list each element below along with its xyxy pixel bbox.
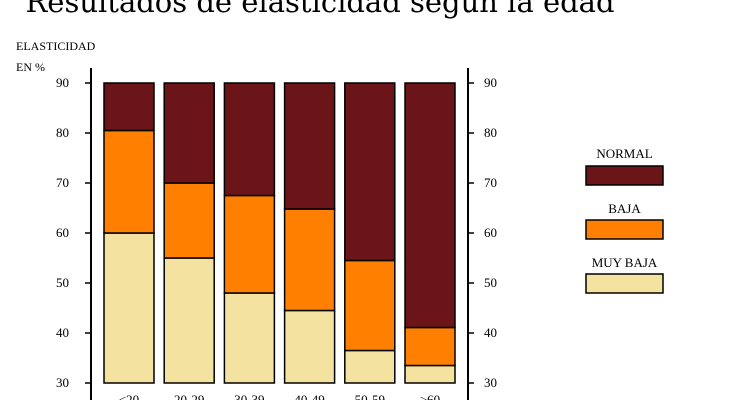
bar-normal (344, 82, 396, 262)
legend-swatch (585, 273, 664, 294)
bar-baja (103, 129, 155, 234)
y-tick-label-left: 30 (56, 375, 69, 390)
bar-baja (404, 326, 456, 367)
y-tick-label-left: 70 (56, 175, 69, 190)
legend-swatch (585, 165, 664, 186)
y-axis-label-line2: EN % (16, 60, 45, 74)
axes: 30 30 40 40 50 50 60 60 70 70 80 80 90 90 (56, 68, 497, 400)
legend-swatch (585, 219, 664, 240)
legend-label: NORMAL (596, 146, 652, 161)
legend: NORMAL BAJA MUY BAJA (585, 146, 664, 294)
y-tick-label-right: 60 (484, 225, 497, 240)
x-tick-label: 50-59 (355, 392, 385, 400)
y-tick-label-right: 70 (484, 175, 497, 190)
bar-muy-baja (163, 257, 215, 384)
y-tick-label-right: 40 (484, 325, 497, 340)
bar-muy-baja (404, 364, 456, 384)
bar-normal (103, 82, 155, 132)
y-tick-label-left: 40 (56, 325, 69, 340)
bar-baja (283, 208, 336, 312)
chart-title: Resultados de elasticidad según la edad (25, 0, 614, 19)
bar-muy-baja (223, 292, 276, 384)
bars: <20 20-29 30-39 40-49 50-59 >60 (103, 82, 456, 400)
bar-baja (223, 194, 276, 294)
bar-baja (344, 259, 396, 352)
y-tick-label-left: 50 (56, 275, 69, 290)
y-tick-label-right: 80 (484, 125, 497, 140)
bar-muy-baja (103, 232, 155, 384)
x-tick-label: >60 (420, 392, 440, 400)
x-tick-label: 30-39 (234, 392, 264, 400)
y-axis-label-line1: ELASTICIDAD (16, 39, 96, 53)
y-tick-label-left: 60 (56, 225, 69, 240)
x-tick-label: 40-49 (294, 392, 324, 400)
y-tick-label-left: 90 (56, 75, 69, 90)
x-tick-label: <20 (119, 392, 139, 400)
bar-normal (404, 82, 456, 329)
bar-baja (163, 182, 215, 259)
bar-muy-baja (344, 349, 396, 384)
y-tick-label-right: 30 (484, 375, 497, 390)
bar-normal (283, 82, 336, 210)
bar-muy-baja (283, 309, 336, 384)
legend-label: BAJA (608, 201, 641, 216)
y-tick-label-right: 50 (484, 275, 497, 290)
bar-normal (223, 82, 276, 197)
x-tick-label: 20-29 (174, 392, 204, 400)
y-tick-label-left: 80 (56, 125, 69, 140)
bar-normal (163, 82, 215, 184)
legend-label: MUY BAJA (592, 255, 658, 270)
y-tick-label-right: 90 (484, 75, 497, 90)
